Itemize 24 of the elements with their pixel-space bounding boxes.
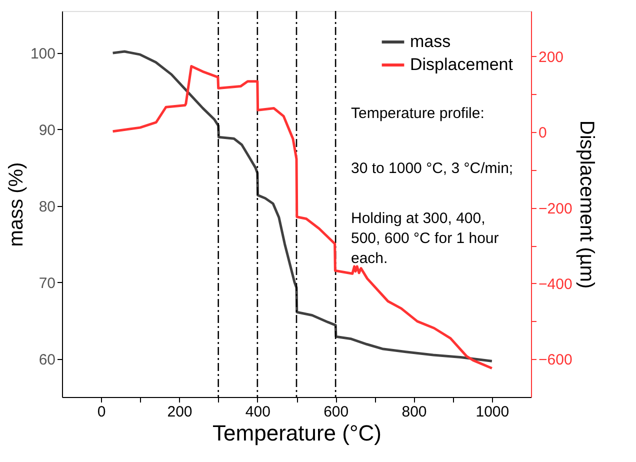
x-tick-label: 1000 <box>476 404 510 420</box>
y2-tick-label: −400 <box>538 276 572 293</box>
y2-tick-label: 0 <box>538 124 547 142</box>
legend-label: mass <box>410 32 451 51</box>
annotation: 30 to 1000 °C, 3 °C/min; <box>351 160 514 177</box>
y2-tick-label: −200 <box>538 200 572 218</box>
y-tick-label: 60 <box>38 351 56 368</box>
y-tick-label: 80 <box>38 198 56 216</box>
x-tick-label: 200 <box>167 404 192 420</box>
annotation: Holding at 300, 400, 500, 600 °C for 1 hour each. <box>351 210 499 267</box>
y2-tick-label: 200 <box>538 48 564 66</box>
y-tick-label: 100 <box>30 46 56 63</box>
y2-axis-title: Displacement (µm) <box>575 120 598 289</box>
x-tick-label: 400 <box>245 404 270 420</box>
x-tick-label: 800 <box>402 404 427 420</box>
x-tick-label: 0 <box>97 404 106 420</box>
legend-label: Displacement <box>410 55 514 74</box>
y-axis-title: mass (%) <box>5 162 28 247</box>
y2-tick-label: −600 <box>538 352 572 369</box>
x-tick-label: 600 <box>324 404 349 420</box>
y-tick-label: 70 <box>38 274 56 292</box>
x-axis-title: Temperature (°C) <box>212 420 382 446</box>
y-tick-label: 90 <box>38 122 56 139</box>
annotation: Temperature profile: <box>351 105 484 122</box>
